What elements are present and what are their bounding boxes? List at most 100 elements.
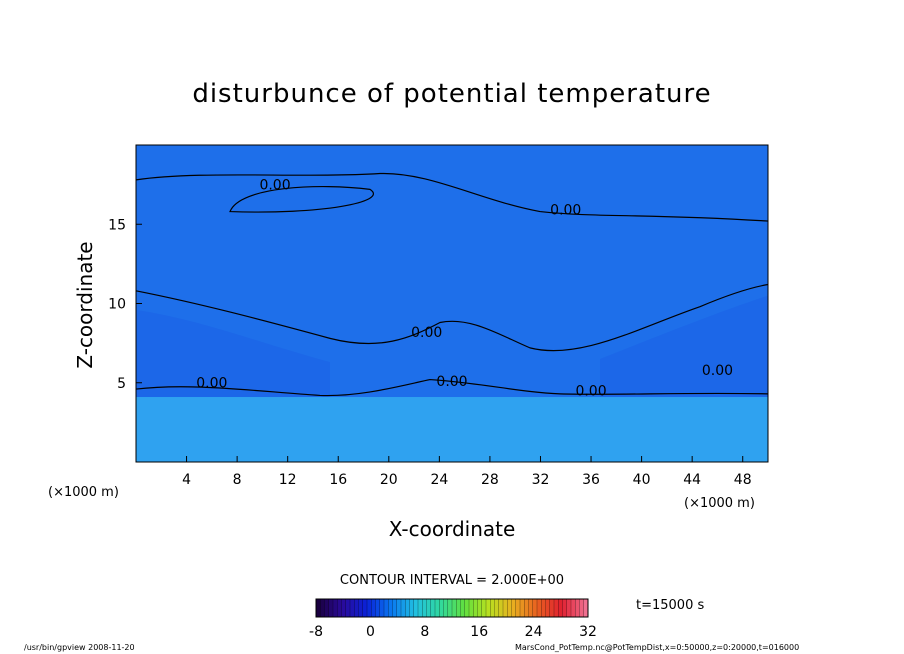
colorbar-swatch-46	[511, 598, 517, 618]
x-tick-label-10: 44	[683, 472, 701, 488]
colorbar-swatch-57	[558, 598, 563, 618]
colorbar-swatch-15	[379, 598, 385, 618]
colorbar-swatch-36	[468, 598, 474, 618]
colorbar-swatch-54	[545, 598, 551, 618]
colorbar-swatch-1	[320, 598, 325, 618]
plot-fill-mid-left	[136, 309, 330, 398]
colorbar-swatch-48	[519, 598, 525, 618]
colorbar-tick-label-1: 0	[366, 624, 375, 640]
contour-label-0: 0.00	[259, 177, 290, 193]
colorbar-tick-label-2: 8	[420, 624, 429, 640]
colorbar-swatch-44	[502, 598, 508, 618]
colorbar-swatch-3	[328, 598, 334, 618]
colorbar-swatch-31	[447, 598, 453, 618]
colorbar-swatch-43	[498, 598, 504, 618]
contour-interval-label: CONTOUR INTERVAL = 2.000E+00	[340, 573, 564, 588]
colorbar	[315, 598, 589, 618]
colorbar-swatch-12	[366, 598, 372, 618]
colorbar-swatch-45	[507, 598, 512, 618]
colorbar-swatch-59	[566, 598, 572, 618]
colorbar-swatch-32	[451, 598, 457, 618]
colorbar-swatch-33	[456, 598, 461, 618]
footer-left: /usr/bin/gpview 2008-11-20	[24, 643, 135, 652]
contour-closed-upper	[229, 185, 374, 213]
y-axis-ticks: 5 10 15	[108, 217, 142, 392]
colorbar-swatch-4	[332, 598, 338, 618]
contour-label-3: 0.00	[196, 376, 227, 392]
x-axis-unit-left: (×1000 m)	[48, 485, 119, 500]
y-tick-label-1: 10	[108, 297, 126, 313]
colorbar-swatch-40	[485, 598, 491, 618]
colorbar-swatch-62	[579, 598, 585, 618]
colorbar-swatch-47	[515, 598, 521, 618]
colorbar-swatch-51	[532, 598, 538, 618]
colorbar-swatch-18	[392, 598, 398, 618]
colorbar-swatch-29	[439, 598, 444, 618]
colorbar-swatch-35	[464, 598, 470, 618]
plot-fill-lower	[136, 397, 768, 462]
colorbar-tick-label-4: 24	[525, 624, 543, 640]
colorbar-swatch-27	[430, 598, 436, 618]
colorbar-swatch-19	[396, 598, 402, 618]
colorbar-swatch-61	[575, 598, 580, 618]
colorbar-swatch-34	[460, 598, 466, 618]
colorbar-swatch-10	[358, 598, 364, 618]
x-tick-label-1: 8	[233, 472, 242, 488]
x-tick-label-0: 4	[182, 472, 191, 488]
x-tick-label-7: 32	[532, 472, 550, 488]
colorbar-swatch-49	[524, 598, 529, 618]
colorbar-swatch-50	[528, 598, 534, 618]
colorbar-swatch-0	[315, 598, 321, 618]
colorbar-swatch-13	[371, 598, 376, 618]
time-label: t=15000 s	[636, 598, 704, 613]
x-tick-label-6: 28	[481, 472, 499, 488]
colorbar-tick-label-3: 16	[470, 624, 488, 640]
y-axis-label: Z-coordinate	[73, 241, 97, 368]
chart-title: disturbunce of potential temperature	[192, 79, 711, 109]
x-tick-label-5: 24	[430, 472, 448, 488]
x-axis-unit-right: (×1000 m)	[684, 496, 755, 511]
x-tick-label-9: 40	[633, 472, 651, 488]
contour-label-5: 0.00	[575, 383, 606, 399]
colorbar-swatch-14	[375, 598, 381, 618]
colorbar-swatch-55	[549, 598, 555, 618]
colorbar-swatch-60	[570, 598, 576, 618]
x-axis-label: X-coordinate	[389, 517, 516, 541]
colorbar-swatch-41	[490, 598, 495, 618]
colorbar-swatch-16	[383, 598, 389, 618]
colorbar-swatch-2	[324, 598, 330, 618]
colorbar-swatch-17	[388, 598, 393, 618]
colorbar-swatch-6	[341, 598, 347, 618]
x-tick-label-3: 16	[329, 472, 347, 488]
y-tick-label-2: 15	[108, 217, 126, 233]
colorbar-tick-label-5: 32	[579, 624, 597, 640]
colorbar-swatch-58	[562, 598, 568, 618]
plot-fill-mid-right	[600, 295, 768, 398]
colorbar-ticks: -8 0 8 16 24 32	[309, 624, 597, 640]
x-tick-label-8: 36	[582, 472, 600, 488]
colorbar-swatch-39	[481, 598, 487, 618]
colorbar-frame	[315, 598, 589, 618]
colorbar-swatch-8	[349, 598, 355, 618]
contour-label-1: 0.00	[550, 203, 581, 219]
colorbar-swatch-9	[354, 598, 359, 618]
footer-right: MarsCond_PotTemp.nc@PotTempDist,x=0:5000…	[515, 643, 799, 652]
colorbar-swatch-28	[434, 598, 440, 618]
colorbar-swatch-7	[345, 598, 351, 618]
y-tick-label-0: 5	[117, 376, 126, 392]
contour-line-mid	[135, 283, 769, 352]
colorbar-swatch-23	[413, 598, 419, 618]
plot-area: 0.00 0.00 0.00 0.00 0.00 0.00 0.00	[135, 144, 769, 463]
colorbar-swatch-20	[400, 598, 406, 618]
colorbar-swatch-22	[409, 598, 415, 618]
colorbar-swatch-38	[477, 598, 483, 618]
colorbar-swatch-24	[417, 598, 423, 618]
colorbar-swatch-56	[553, 598, 559, 618]
colorbar-swatch-21	[405, 598, 410, 618]
colorbar-swatch-11	[362, 598, 368, 618]
colorbar-swatch-53	[541, 598, 546, 618]
contour-line-lower	[135, 378, 769, 397]
x-tick-label-2: 12	[279, 472, 297, 488]
colorbar-swatch-52	[536, 598, 542, 618]
